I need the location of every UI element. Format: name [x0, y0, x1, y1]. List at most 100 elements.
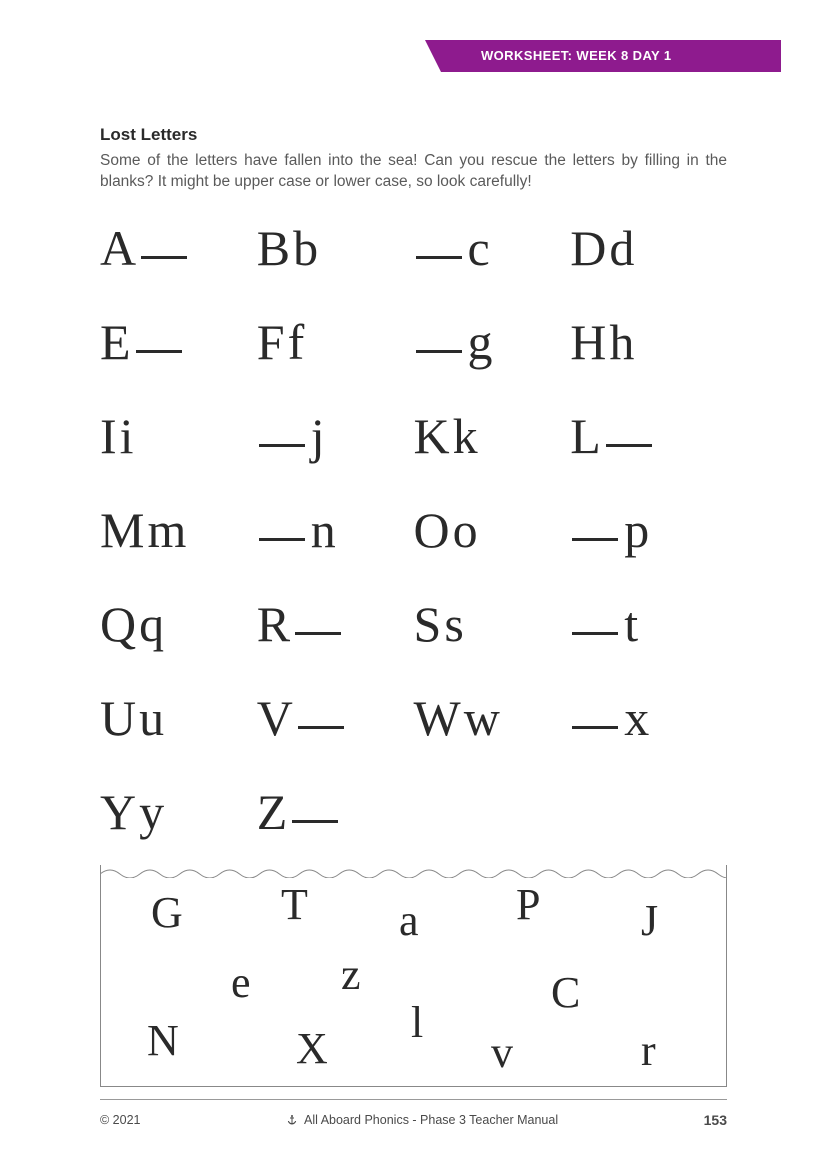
letter: o — [453, 501, 477, 559]
sea-box: GTaPJezCNXlvr — [100, 865, 727, 1087]
letter: M — [100, 501, 143, 559]
letter-cell: c — [414, 219, 571, 293]
letter: H — [570, 313, 605, 371]
blank-line[interactable] — [136, 350, 182, 353]
letter-grid: ABbcDdEFfgHhIijKkLMmnOopQqRSstUuVWwxYyZ — [100, 219, 727, 857]
letter: F — [257, 313, 284, 371]
letter-cell: t — [570, 595, 727, 669]
wave-border-top — [100, 864, 727, 878]
letter: E — [100, 313, 130, 371]
letter-cell: E — [100, 313, 257, 387]
floating-letter: P — [516, 879, 540, 930]
blank-line[interactable] — [292, 820, 338, 823]
floating-letter: v — [491, 1027, 513, 1078]
letter: h — [609, 313, 633, 371]
letter: d — [609, 219, 633, 277]
letter-cell: Mm — [100, 501, 257, 575]
floating-letter: J — [641, 895, 658, 946]
blank-line[interactable] — [298, 726, 344, 729]
banner-triangle-decoration — [425, 40, 441, 72]
blank-line[interactable] — [572, 632, 618, 635]
letter-cell: Ww — [414, 689, 571, 763]
blank-line[interactable] — [141, 256, 187, 259]
letter: S — [414, 595, 441, 653]
letter-cell: Ff — [257, 313, 414, 387]
letter: B — [257, 219, 289, 277]
floating-letter: l — [411, 997, 423, 1048]
footer-publication: All Aboard Phonics - Phase 3 Teacher Man… — [304, 1113, 558, 1127]
floating-letter: z — [341, 949, 361, 1000]
blank-line[interactable] — [416, 350, 462, 353]
letter-cell: Uu — [100, 689, 257, 763]
letter: x — [624, 689, 648, 747]
letter: I — [100, 407, 116, 465]
blank-line[interactable] — [572, 538, 618, 541]
letter: y — [139, 783, 163, 841]
floating-letter: T — [281, 879, 308, 930]
letter: n — [311, 501, 335, 559]
letter-cell: g — [414, 313, 571, 387]
banner-text: WORKSHEET: WEEK 8 DAY 1 — [481, 48, 672, 63]
activity-title: Lost Letters — [100, 125, 727, 145]
letter: R — [257, 595, 289, 653]
letter-cell: Ss — [414, 595, 571, 669]
letter: L — [570, 407, 600, 465]
blank-line[interactable] — [259, 538, 305, 541]
letter-cell: Ii — [100, 407, 257, 481]
letter: g — [468, 313, 492, 371]
letter-cell: j — [257, 407, 414, 481]
letter-cell: V — [257, 689, 414, 763]
letter: O — [414, 501, 449, 559]
floating-letter: r — [641, 1025, 656, 1076]
letter: U — [100, 689, 135, 747]
letter: W — [414, 689, 460, 747]
page-number: 153 — [704, 1112, 727, 1128]
letter: s — [444, 595, 462, 653]
letter-cell: Yy — [100, 783, 257, 857]
letter-cell: R — [257, 595, 414, 669]
letter: k — [453, 407, 477, 465]
floating-letter: G — [151, 887, 183, 938]
blank-line[interactable] — [606, 444, 652, 447]
letter: b — [293, 219, 317, 277]
floating-letter: e — [231, 957, 251, 1008]
main-content: Lost Letters Some of the letters have fa… — [100, 125, 727, 857]
letter: j — [311, 407, 324, 465]
page-footer: © 2021 All Aboard Phonics - Phase 3 Teac… — [100, 1099, 727, 1128]
blank-line[interactable] — [295, 632, 341, 635]
letter: V — [257, 689, 292, 747]
letter: m — [147, 501, 185, 559]
letter: A — [100, 219, 135, 277]
letter-cell: n — [257, 501, 414, 575]
letter-cell: Dd — [570, 219, 727, 293]
letter: q — [139, 595, 163, 653]
letter-cell: x — [570, 689, 727, 763]
anchor-icon — [286, 1114, 298, 1126]
letter: f — [288, 313, 304, 371]
letter-cell: Bb — [257, 219, 414, 293]
letter: Y — [100, 783, 135, 841]
letter: w — [464, 689, 499, 747]
floating-letter: X — [296, 1023, 328, 1074]
copyright-text: © 2021 — [100, 1113, 141, 1127]
blank-line[interactable] — [416, 256, 462, 259]
letter: Q — [100, 595, 135, 653]
letter: t — [624, 595, 637, 653]
letter: c — [468, 219, 489, 277]
blank-line[interactable] — [572, 726, 618, 729]
letter: i — [120, 407, 133, 465]
letter: p — [624, 501, 648, 559]
letter: D — [570, 219, 605, 277]
letter-cell: L — [570, 407, 727, 481]
letter-cell: A — [100, 219, 257, 293]
letter: Z — [257, 783, 287, 841]
worksheet-banner: WORKSHEET: WEEK 8 DAY 1 — [441, 40, 781, 72]
floating-letter: N — [147, 1015, 179, 1066]
letter-cell: Qq — [100, 595, 257, 669]
letter-cell: Oo — [414, 501, 571, 575]
letter: u — [139, 689, 163, 747]
letter-cell: Kk — [414, 407, 571, 481]
footer-center: All Aboard Phonics - Phase 3 Teacher Man… — [286, 1113, 558, 1127]
blank-line[interactable] — [259, 444, 305, 447]
letter: K — [414, 407, 449, 465]
